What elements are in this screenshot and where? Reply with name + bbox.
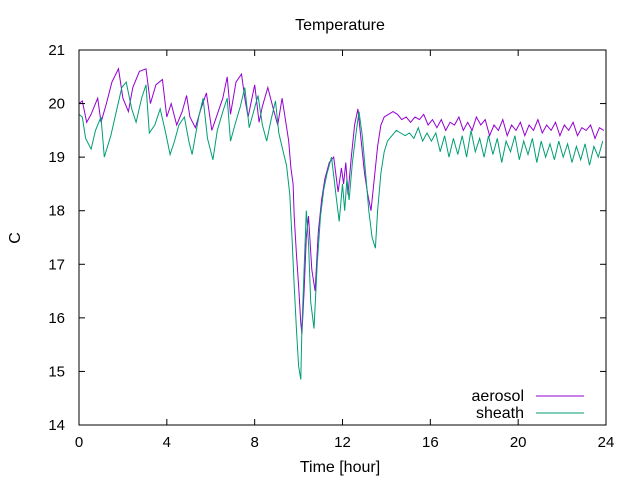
plot-frame [78, 49, 607, 426]
x-tick-label: 24 [598, 434, 615, 451]
y-tick-label: 21 [48, 42, 65, 59]
y-tick-label: 15 [48, 363, 65, 380]
x-tick-label: 12 [334, 434, 351, 451]
y-tick-label: 20 [48, 96, 65, 113]
x-tick-label: 8 [250, 434, 258, 451]
y-tick-label: 17 [48, 256, 65, 273]
y-axis-label: C [7, 232, 24, 244]
series-line-aerosol [78, 67, 605, 334]
y-tick-label: 16 [48, 310, 65, 327]
x-tick-label: 20 [510, 434, 527, 451]
chart-title: Temperature [295, 17, 385, 34]
x-tick-label: 4 [163, 434, 171, 451]
legend-label-aerosol: aerosol [472, 388, 524, 405]
y-tick-label: 19 [48, 149, 65, 166]
x-axis-label: Time [hour] [300, 459, 380, 476]
x-tick-label: 16 [422, 434, 439, 451]
x-tick-label: 0 [75, 434, 83, 451]
y-tick-label: 18 [48, 203, 65, 220]
series-line-sheath [78, 80, 604, 380]
legend-label-sheath: sheath [476, 405, 524, 422]
y-tick-label: 14 [48, 417, 65, 434]
